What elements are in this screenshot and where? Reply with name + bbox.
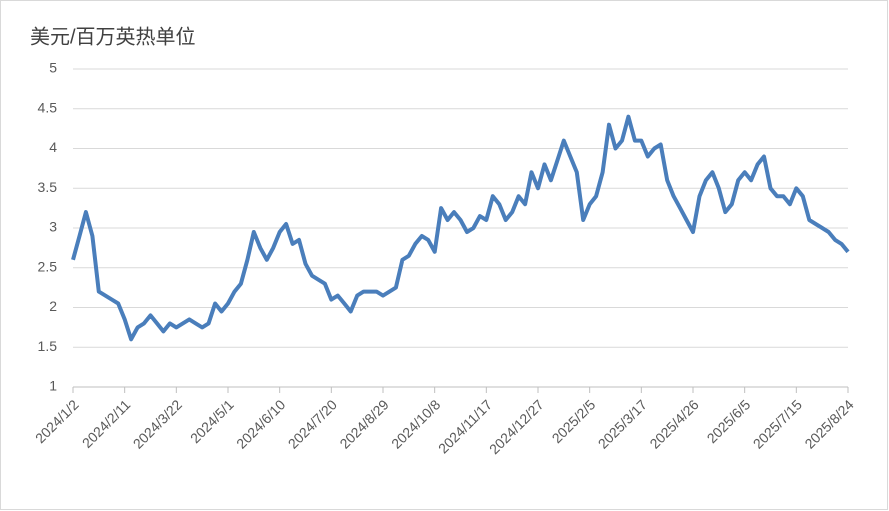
y-tick-label: 2 (49, 298, 57, 314)
y-tick-label: 1 (49, 378, 57, 394)
y-tick-label: 2.5 (38, 258, 58, 274)
data-line (71, 114, 850, 342)
y-tick-label: 4 (49, 139, 57, 155)
y-tick-label: 5 (49, 60, 57, 76)
y-axis-label: 美元/百万英热单位 (30, 25, 196, 48)
y-tick-label: 3.5 (38, 179, 58, 195)
y-tick-label: 1.5 (38, 338, 58, 354)
y-tick-label: 3 (49, 219, 57, 235)
y-tick-label: 4.5 (38, 99, 58, 115)
